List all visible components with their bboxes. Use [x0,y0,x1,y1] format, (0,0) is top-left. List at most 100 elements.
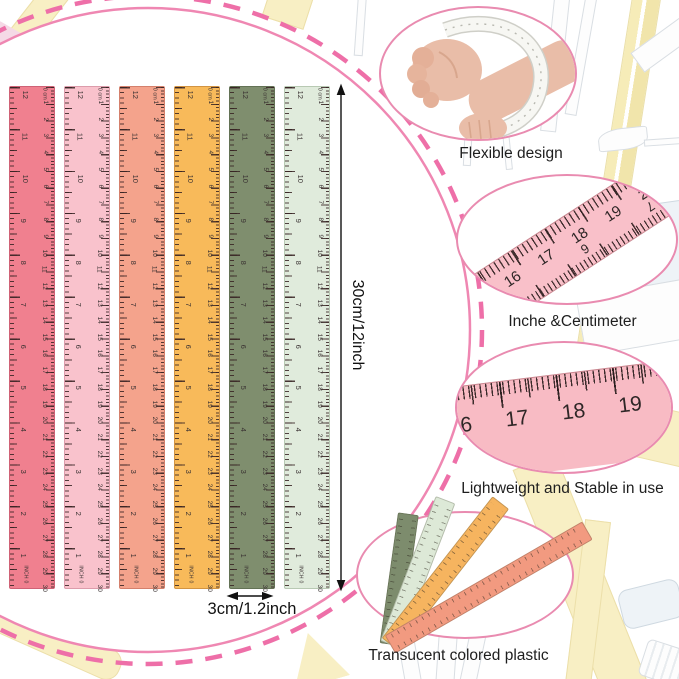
inch-number: 3 [18,469,28,475]
cm-number: 5 [152,167,160,171]
cm-number: 29 [150,567,158,576]
cm-number: 25 [205,500,213,509]
cm-number: 14 [205,316,213,324]
cm-number: 18 [260,383,268,391]
inch-number: 11 [185,132,195,141]
cm-number: 12 [205,282,213,291]
cm-zero-label: 0 cm [96,87,103,100]
cm-number: 10 [95,249,103,257]
inch-number: 3 [128,469,138,475]
inch-number: 1 [183,553,193,558]
cm-number: 20 [315,416,323,425]
cm-number: 11 [150,266,158,274]
inch-number: 10 [130,174,140,183]
cm-number: 12 [40,282,48,291]
inch-number: 7 [73,302,83,307]
cm-number: 30 [95,584,103,592]
cm-number: 14 [315,316,323,324]
cm-zero-label: 0 cm [206,87,213,100]
bubble-dashed-circle [0,0,485,667]
cm-number: 3 [207,133,215,138]
cm-number: 13 [315,299,323,307]
closeup-cm-number: 19 [601,202,625,226]
cm-number: 10 [315,249,323,257]
cm-number: 7 [97,200,105,205]
cm-number: 22 [150,450,158,458]
inch-number: 9 [293,218,303,223]
caption-flexible-design: Flexible design [459,145,563,162]
cm-number: 18 [205,383,213,391]
knuckle-1 [412,47,434,69]
cm-number: 1 [317,100,325,104]
cm-number: 5 [317,167,325,171]
inch-number: 6 [238,344,248,349]
cm-number: 19 [205,400,213,408]
cm-number: 29 [205,567,213,576]
inch-number: 2 [73,511,83,516]
cm-number: 10 [150,249,158,257]
cm-number: 10 [205,249,213,257]
cm-number: 17 [315,366,323,374]
cm-number: 17 [150,366,158,374]
cm-number: 7 [262,200,270,205]
cm-number: 11 [315,266,323,274]
closeup-cm-number: 17 [534,245,558,270]
cm-number: 2 [42,116,50,121]
caption-lightweight: Lightweight and Stable in use [461,480,664,497]
cm-number: 5 [42,167,50,171]
inch-number: 1 [128,553,138,558]
inch-number: 1 [73,553,83,558]
fan-rulers [356,496,593,654]
cm-number: 29 [95,567,103,576]
inch-number: 11 [240,132,250,141]
cm-number: 7 [207,200,215,205]
inch-number: 2 [183,511,193,516]
cm-number: 6 [207,184,215,188]
inch-number: 1 [18,553,28,558]
closeup-inch-number: 6 [577,240,593,258]
cm-number: 21 [205,433,213,441]
cm-number: 11 [205,266,213,274]
cm-number: 11 [40,266,48,274]
cm-number: 16 [150,349,158,358]
inch-number: 11 [20,132,30,141]
cm-number: 6 [152,184,160,188]
inch-number: 4 [293,427,303,433]
cm-number: 20 [150,416,158,425]
inch-number: 4 [18,427,28,433]
inch-number: 8 [73,260,83,265]
cm-number: 26 [260,517,268,525]
inch-number: 2 [238,511,248,516]
inch-number: 4 [238,427,248,433]
cm-tick-strip [45,87,54,588]
inch-number: 7 [128,302,138,307]
inch-zero-label: INCH 0 [297,565,304,584]
cm-number: 1 [152,100,160,104]
inch-number: 5 [128,386,138,391]
cm-number: 27 [95,534,103,542]
cm-number: 21 [95,433,103,441]
cm-number: 27 [150,534,158,542]
cm-zero-label: 0 cm [261,87,268,100]
inch-number: 3 [293,469,303,475]
cm-number: 24 [95,484,103,492]
cm-number: 14 [95,316,103,324]
inch-number: 6 [183,344,193,349]
inch-number: 9 [18,218,28,223]
cm-number: 12 [260,282,268,291]
cm-number: 26 [150,517,158,525]
inch-number: 7 [293,302,303,307]
inch-number: 8 [293,260,303,265]
inch-number: 11 [130,132,140,141]
cm-number: 28 [150,551,158,559]
inch-number: 6 [18,344,28,349]
cm-number: 30 [260,584,268,592]
cm-number: 2 [207,116,215,121]
cm-number: 17 [205,366,213,374]
inch-tick-strip [285,87,296,588]
cm-number: 19 [315,400,323,408]
cm-number: 8 [207,217,215,222]
